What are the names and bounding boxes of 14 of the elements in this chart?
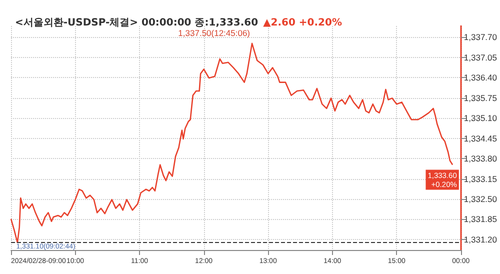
- y-tick-label: 1,336.40: [464, 72, 498, 83]
- chart-subtitle: ▲2.60 +0.20%: [263, 18, 342, 28]
- y-tick-label: 1,332.50: [464, 194, 498, 204]
- y-tick-label: 1,335.10: [464, 113, 498, 124]
- chart-title: <서울외환-USDSP-체결> 00:00:00 종:1,333.60: [15, 18, 258, 28]
- y-tick-label: 1,337.70: [464, 32, 498, 42]
- annotation: 1,337.50(12:45:06): [178, 28, 250, 38]
- y-tick-label: 1,337.05: [464, 52, 498, 62]
- y-tick-label: 1,333.80: [464, 154, 498, 164]
- y-tick-label: 1,333.15: [464, 174, 498, 184]
- y-tick-label: 1,335.75: [464, 92, 498, 103]
- y-tick-label: 1,331.85: [464, 214, 498, 224]
- y-tick-label: 1,334.45: [464, 133, 498, 144]
- y-tick-label: 1,331.20: [464, 234, 498, 244]
